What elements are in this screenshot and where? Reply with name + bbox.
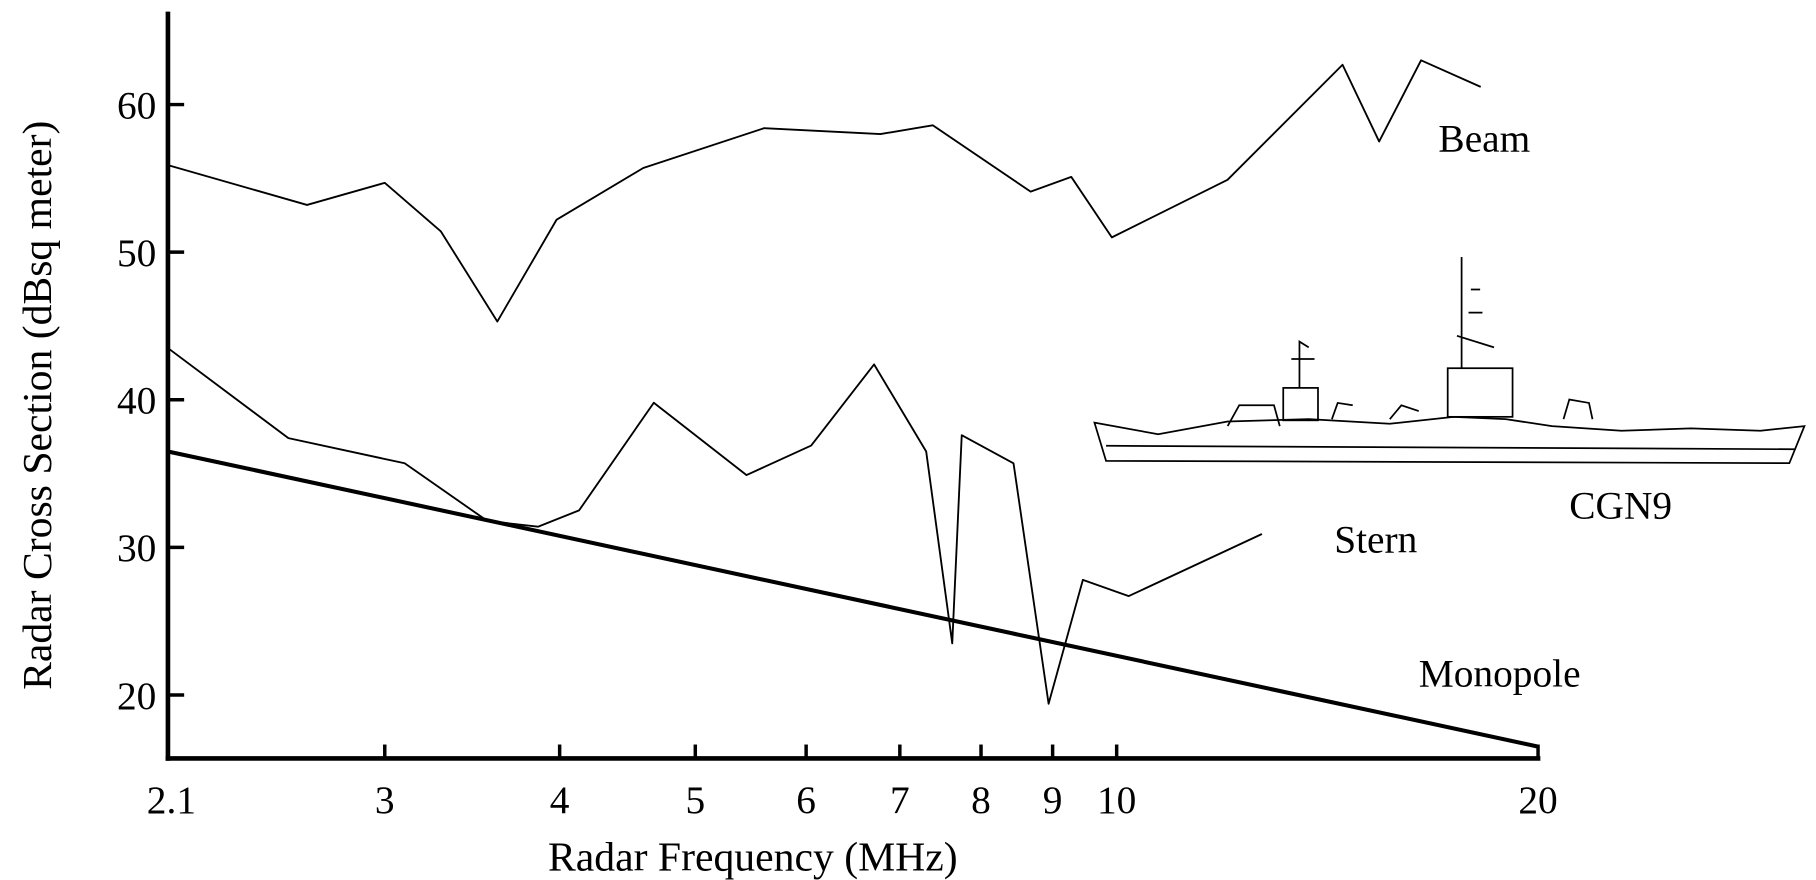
x-tick-label: 7: [890, 778, 910, 822]
series-label: Stern: [1334, 517, 1417, 561]
y-tick-label: 30: [117, 526, 156, 570]
y-tick-label: 50: [117, 231, 156, 275]
x-axis-label: Radar Frequency (MHz): [548, 835, 958, 880]
series-line: [167, 59, 1482, 323]
x-tick-label: 8: [971, 778, 991, 822]
series-line: [167, 347, 1263, 705]
y-tick-label: 40: [117, 379, 156, 423]
x-tick-label: 9: [1043, 778, 1063, 822]
ship-illustration: [1093, 257, 1806, 465]
y-tick-label: 20: [117, 674, 156, 718]
x-tick-label: 10: [1097, 778, 1136, 822]
series-label: Beam: [1438, 117, 1530, 161]
series-line: [167, 449, 1539, 749]
annotation: CGN9: [1569, 484, 1672, 528]
x-tick-label: 4: [550, 778, 570, 822]
x-tick-label: 5: [685, 778, 705, 822]
x-tick-label: 20: [1518, 778, 1557, 822]
y-axis-label: Radar Cross Section (dBsq meter): [15, 121, 61, 690]
series-label: Monopole: [1419, 652, 1581, 696]
x-tick-label: 3: [375, 778, 395, 822]
y-tick-label: 60: [117, 83, 156, 127]
x-tick-label: 2.1: [147, 778, 196, 822]
x-tick-label: 6: [796, 778, 816, 822]
